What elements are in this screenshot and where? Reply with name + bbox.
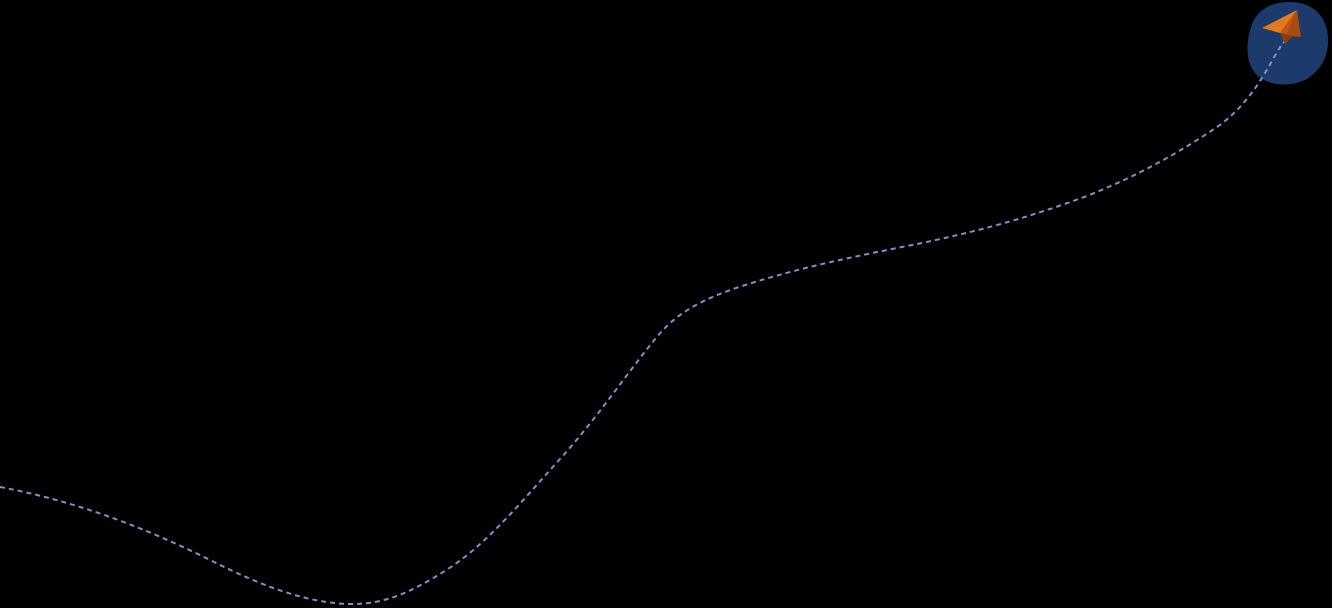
paper-plane-left-wing — [1262, 10, 1297, 33]
paper-plane-icon — [1262, 10, 1301, 44]
paper-plane-keel — [1280, 33, 1293, 44]
paper-plane-body — [1286, 10, 1301, 37]
blob-shape — [1247, 2, 1329, 85]
paper-plane-inner-shadow — [1280, 10, 1297, 36]
flight-path-line — [0, 40, 1286, 606]
